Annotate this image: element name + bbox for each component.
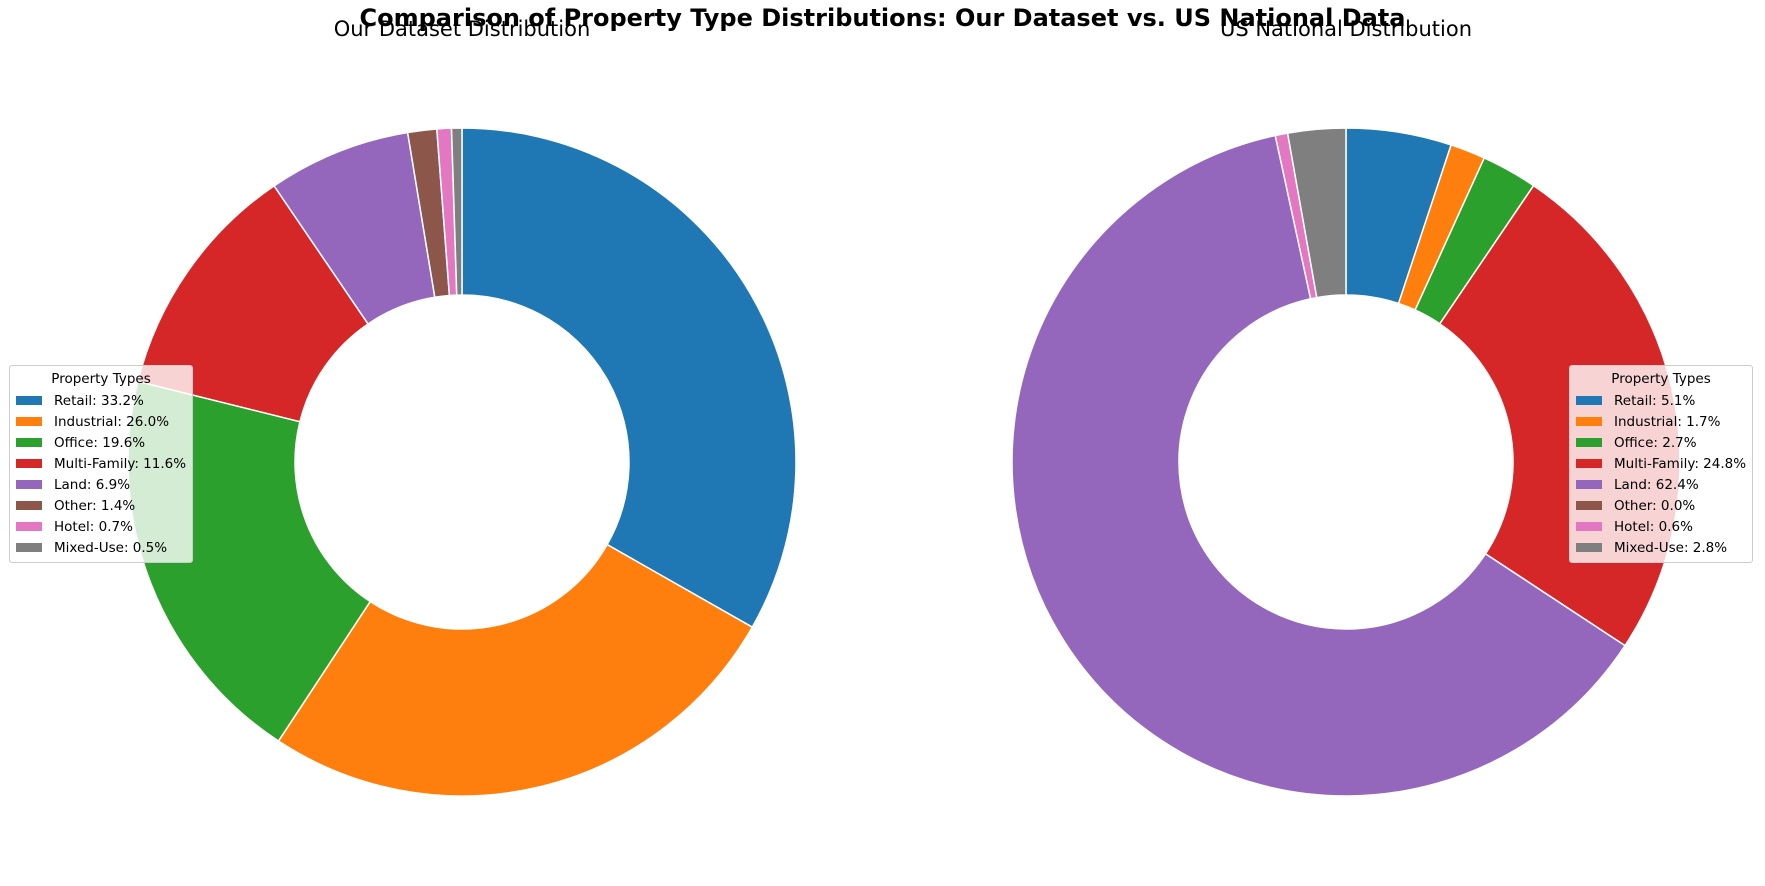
legend-swatch [1576,480,1602,489]
legend-item-retail: Retail: 33.2% [16,390,186,411]
legend-item-multi-family: Multi-Family: 24.8% [1576,453,1746,474]
legend-label: Other: 1.4% [54,497,136,514]
legend-label: Hotel: 0.6% [1614,518,1693,535]
donut-slice-mixed-use [1286,127,1347,299]
legend-swatch [16,396,42,405]
legend-item-industrial: Industrial: 26.0% [16,411,186,432]
legend-title: Property Types [1611,371,1711,387]
figure-title: Comparison of Property Type Distribution… [359,4,1406,32]
legend-label: Industrial: 26.0% [54,413,170,430]
legend-label: Industrial: 1.7% [1614,413,1721,430]
legend-item-hotel: Hotel: 0.6% [1576,516,1746,537]
legend-label: Hotel: 0.7% [54,518,133,535]
legend-label: Other: 0.0% [1614,497,1696,514]
legend-swatch [16,480,42,489]
chart-title-our-dataset: Our Dataset Distribution [333,17,591,41]
legend-item-office: Office: 2.7% [1576,432,1746,453]
legend-item-office: Office: 19.6% [16,432,186,453]
legend-swatch [1576,396,1602,405]
legend-swatch [16,522,42,531]
donut-our-dataset [127,127,797,797]
legend-our-dataset: Property Types Retail: 33.2% Industrial: … [9,365,194,563]
legend-item-industrial: Industrial: 1.7% [1576,411,1746,432]
legend-swatch [1576,417,1602,426]
legend-label: Multi-Family: 24.8% [1614,455,1747,472]
legend-item-land: Land: 62.4% [1576,474,1746,495]
legend-swatch [16,501,42,510]
chart-title-us-national: US National Distribution [1219,17,1473,41]
legend-swatch [1576,438,1602,447]
donut-slice-land [1011,134,1627,797]
legend-label: Mixed-Use: 0.5% [54,539,168,556]
legend-label: Retail: 33.2% [54,392,144,409]
legend-item-other: Other: 1.4% [16,495,186,516]
legend-item-land: Land: 6.9% [16,474,186,495]
donut-slice-industrial [277,543,754,797]
legend-item-mixed-use: Mixed-Use: 2.8% [1576,537,1746,558]
legend-label: Retail: 5.1% [1614,392,1696,409]
legend-item-multi-family: Multi-Family: 11.6% [16,453,186,474]
legend-swatch [1576,501,1602,510]
legend-label: Office: 19.6% [54,434,146,451]
donut-slice-mixed-use [450,127,463,296]
legend-label: Multi-Family: 11.6% [54,455,187,472]
legend-swatch [1576,522,1602,531]
legend-label: Land: 62.4% [1614,476,1699,493]
legend-item-retail: Retail: 5.1% [1576,390,1746,411]
legend-label: Mixed-Use: 2.8% [1614,539,1728,556]
legend-label: Office: 2.7% [1614,434,1697,451]
legend-swatch [16,417,42,426]
donut-slice-retail [461,127,797,629]
legend-item-mixed-use: Mixed-Use: 0.5% [16,537,186,558]
legend-swatch [1576,543,1602,552]
legend-swatch [1576,459,1602,468]
legend-title: Property Types [51,371,151,387]
legend-item-hotel: Hotel: 0.7% [16,516,186,537]
legend-swatch [16,438,42,447]
legend-item-other: Other: 0.0% [1576,495,1746,516]
donut-slice-multi-family [136,184,370,423]
legend-label: Land: 6.9% [54,476,131,493]
legend-swatch [16,459,42,468]
legend-swatch [16,543,42,552]
legend-us-national: Property Types Retail: 5.1% Industrial: 1… [1569,365,1754,563]
